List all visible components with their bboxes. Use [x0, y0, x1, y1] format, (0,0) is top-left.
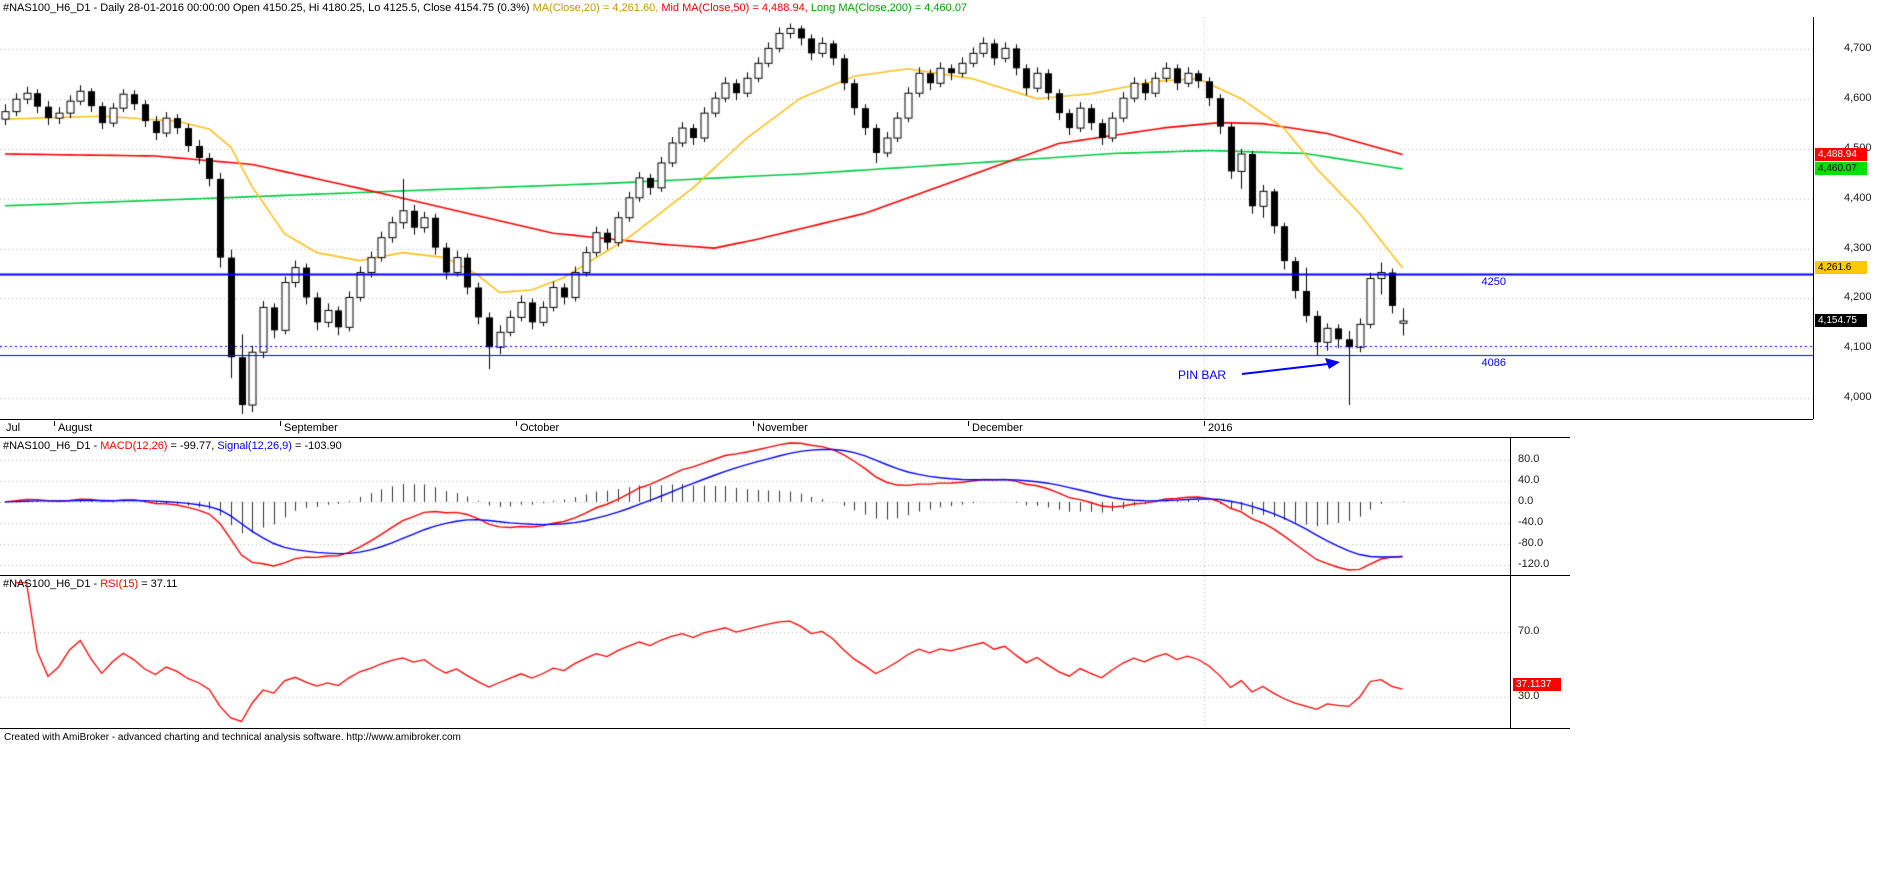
macd-axis-tick-label: 80.0: [1518, 452, 1540, 465]
price-axis-tick-label: 4,300: [1844, 241, 1872, 254]
month-label: 2016: [1208, 422, 1233, 434]
month-tick: [753, 421, 754, 426]
axis-value-box-ma50: 4,488.94: [1815, 147, 1867, 161]
macd-title-macd-value: = -99.77,: [167, 440, 218, 452]
macd-title-signal-value: = -103.90: [291, 440, 342, 452]
price-axis-tick-label: 4,700: [1844, 42, 1872, 55]
macd-pane-title: #NAS100_H6_D1 - MACD(12,26) = -99.77, Si…: [3, 440, 342, 452]
macd-axis-tick-label: 40.0: [1518, 473, 1540, 486]
support-line-label-4086: 4086: [1481, 357, 1506, 370]
price-title-ma200: Long MA(Close,200) = 4,460.07: [810, 2, 968, 14]
price-axis-tick-label: 4,400: [1844, 191, 1872, 204]
macd-axis-tick-label: -120.0: [1518, 558, 1550, 571]
price-title-ma20: MA(Close,20) = 4,261.60,: [532, 2, 662, 14]
price-axis-tick-label: 4,600: [1844, 92, 1872, 105]
axis-value-box-ma20: 4,261.6: [1815, 260, 1867, 274]
macd-axis-tick-label: 0.0: [1518, 494, 1534, 507]
rsi-last-value-box: 37.1137: [1513, 678, 1561, 692]
price-chart-canvas[interactable]: [0, 17, 1813, 419]
month-tick: [54, 421, 55, 426]
macd-pane-bottom-border: [0, 575, 1570, 576]
macd-axis-tick-label: -40.0: [1518, 515, 1544, 528]
price-axis-tick-label: 4,000: [1844, 391, 1872, 404]
month-label: November: [757, 422, 808, 434]
macd-axis-tick-label: -80.0: [1518, 537, 1544, 550]
month-label: August: [58, 422, 93, 434]
rsi-pane-bottom-border: [0, 728, 1570, 729]
month-tick: [1204, 421, 1205, 426]
rsi-title-rsi-value: = 37.11: [138, 578, 178, 590]
rsi-axis-tick-label: 30.0: [1518, 689, 1540, 702]
macd-title-symbol: #NAS100_H6_D1 -: [3, 440, 101, 452]
price-axis-tick-label: 4,200: [1844, 291, 1872, 304]
axis-value-box-last-close: 4,154.75: [1815, 313, 1867, 327]
month-tick: [280, 421, 281, 426]
macd-axis-border: [1510, 438, 1511, 575]
rsi-title-symbol: #NAS100_H6_D1 -: [3, 578, 101, 590]
macd-title-macd-label: MACD(12,26): [100, 440, 168, 452]
month-label: Jul: [6, 422, 21, 434]
price-title-ohlc: #NAS100_H6_D1 - Daily 28-01-2016 00:00:0…: [3, 2, 533, 14]
price-axis-tick-label: 4,100: [1844, 341, 1872, 354]
axis-value-box-ma200: 4,460.07: [1815, 161, 1867, 175]
date-axis[interactable]: Jul August September October November Decembe…: [0, 420, 1891, 437]
support-line-label-4250: 4250: [1481, 275, 1506, 288]
footer-credit: Created with AmiBroker - advanced charti…: [4, 732, 461, 743]
rsi-pane-title: #NAS100_H6_D1 - RSI(15) = 37.11: [3, 578, 177, 590]
month-label: December: [972, 422, 1023, 434]
month-tick: [516, 421, 517, 426]
rsi-title-rsi-label: RSI(15): [100, 578, 139, 590]
rsi-axis-tick-label: 70.0: [1518, 624, 1540, 637]
month-label: October: [520, 422, 560, 434]
price-title-ma50: Mid MA(Close,50) = 4,488.94,: [661, 2, 811, 14]
macd-chart-canvas[interactable]: [0, 438, 1510, 575]
price-pane-title: #NAS100_H6_D1 - Daily 28-01-2016 00:00:0…: [3, 2, 967, 14]
date-axis-bottom-border: [0, 437, 1570, 438]
pin-bar-arrow[interactable]: [1240, 356, 1350, 380]
month-label: September: [284, 422, 338, 434]
rsi-axis-border: [1510, 576, 1511, 728]
rsi-chart-canvas[interactable]: [0, 576, 1510, 728]
price-axis-border: [1813, 17, 1814, 419]
price-pane-bottom-border: [0, 419, 1813, 420]
pin-bar-annotation-label[interactable]: PIN BAR: [1178, 368, 1227, 382]
month-tick: [968, 421, 969, 426]
macd-title-signal-label: Signal(12,26,9): [217, 440, 292, 452]
